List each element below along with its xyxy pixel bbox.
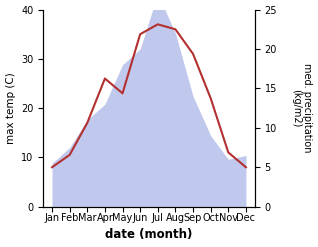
Y-axis label: med. precipitation
(kg/m2): med. precipitation (kg/m2) — [291, 63, 313, 153]
X-axis label: date (month): date (month) — [105, 228, 193, 242]
Y-axis label: max temp (C): max temp (C) — [5, 72, 16, 144]
